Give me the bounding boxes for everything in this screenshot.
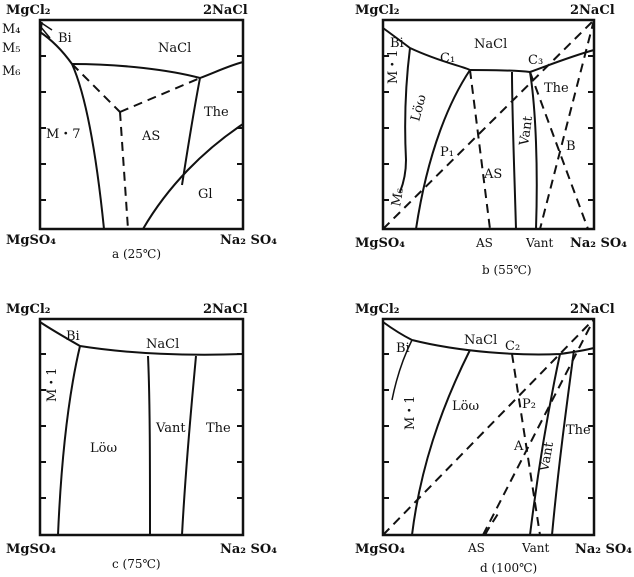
panel-c-label-low: Löω [90,441,117,456]
panel-b-label-the: The [544,81,569,96]
panel-b-corner-na2so4: Na₂ SO₄ [570,236,627,251]
panel-b-label-b: B [566,139,576,154]
panel-a-label-as: AS [141,129,160,144]
panel-b-corner-mgso4: MgSO₄ [355,236,405,251]
panel-d-axis-ticks [383,353,594,499]
panel-c-corner-2nacl: 2NaCl [203,302,248,317]
panel-a-label-m7: M・7 [46,127,81,142]
panel-b-label-bi: Bi [390,36,404,51]
panel-a-dashed-lines [71,63,201,230]
panel-b-label-nacl: NaCl [474,37,507,52]
panel-d-label-c2: C₂ [505,339,520,354]
panel-b-label-m1: M・1 [386,49,401,84]
panel-d-label-vant: Vant [537,440,557,473]
panel-b-corner-2nacl: 2NaCl [570,3,615,18]
panel-c-label-nacl: NaCl [146,337,179,352]
panel-b-dashed-lines [382,19,595,230]
panel-b-caption: b (55℃) [482,263,532,277]
panel-d-label-the: The [566,423,591,438]
panel-a-label-bi: Bi [58,31,72,46]
panel-a-label-m5: M₅ [2,41,21,56]
panel-a-corner-na2so4: Na₂ SO₄ [220,233,277,248]
panel-b-bottom-mark-vant: Vant [525,236,553,250]
panel-b-label-p1: P₁ [440,145,454,160]
panel-b-frame [381,18,596,231]
panel-a-label-gl: Gl [198,187,213,202]
panel-a-label-the: The [204,105,229,120]
panel-b-label-vant: Vant [517,114,536,147]
panel-a-phase-boundaries [39,21,244,230]
panel-b-bottom-mark-as: AS [475,236,493,250]
panel-c-label-m1: M・1 [45,367,60,402]
panel-d-corner-2nacl: 2NaCl [570,302,615,317]
panel-a-label-m4: M₄ [2,22,21,37]
panel-c-caption: c (75℃) [112,557,161,571]
panel-c-corner-mgcl2: MgCl₂ [6,302,50,317]
panel-b-label-c1: C₁ [440,51,455,66]
panel-c-corner-na2so4: Na₂ SO₄ [220,542,277,557]
panel-d-label-nacl: NaCl [464,333,497,348]
panel-d-label-bi: Bi [396,341,410,356]
panel-d-label-p2: P₂ [522,397,536,412]
panel-c-phase-boundaries [39,321,244,536]
panel-b: MgCl₂ 2NaCl MgSO₄ Na₂ SO₄ AS Vant Bi NaC… [355,3,627,277]
panel-b-label-as: AS [483,167,502,182]
panel-d-label-low: Löω [452,399,479,414]
panel-d: MgCl₂ 2NaCl MgSO₄ Na₂ SO₄ AS Vant Bi NaC… [355,302,632,575]
panel-d-label-m1: M・1 [403,395,418,430]
panel-d-corner-na2so4: Na₂ SO₄ [575,542,632,557]
panel-c-corner-mgso4: MgSO₄ [6,542,56,557]
panel-a-frame [38,18,245,231]
panel-d-dashed-lines [382,318,595,536]
panel-a-corner-mgso4: MgSO₄ [6,233,56,248]
panel-d-caption: d (100℃) [480,561,537,575]
panel-d-corner-mgso4: MgSO₄ [355,542,405,557]
panel-a-label-m6: M₆ [2,64,21,79]
panel-b-corner-mgcl2: MgCl₂ [355,3,399,18]
panel-d-bottom-mark-as: AS [467,541,485,555]
panel-a: MgCl₂ 2NaCl MgSO₄ Na₂ SO₄ M₄ M₅ M₆ Bi Na… [2,3,277,261]
panel-b-phase-boundaries [382,27,595,230]
panel-d-bottom-mark-vant: Vant [521,541,549,555]
panel-a-corner-2nacl: 2NaCl [203,3,248,18]
panel-b-label-m6: M₆ [389,187,407,208]
panel-a-caption: a (25℃) [112,247,161,261]
panel-c: MgCl₂ 2NaCl MgSO₄ Na₂ SO₄ Bi NaCl M・1 Lö… [6,302,277,571]
panel-b-label-low: Löω [408,93,429,123]
panel-b-axis-ticks [383,55,594,201]
panel-a-corner-mgcl2: MgCl₂ [6,3,50,18]
panel-d-corner-mgcl2: MgCl₂ [355,302,399,317]
panel-a-axis-ticks [40,55,243,201]
panel-c-label-the: The [206,421,231,436]
panel-c-label-bi: Bi [66,329,80,344]
panel-b-label-c3: C₃ [528,53,543,68]
panel-a-label-nacl: NaCl [158,41,191,56]
panel-d-phase-boundaries [382,321,595,536]
panel-d-label-a: A [513,439,524,454]
panel-c-label-vant: Vant [155,421,186,436]
